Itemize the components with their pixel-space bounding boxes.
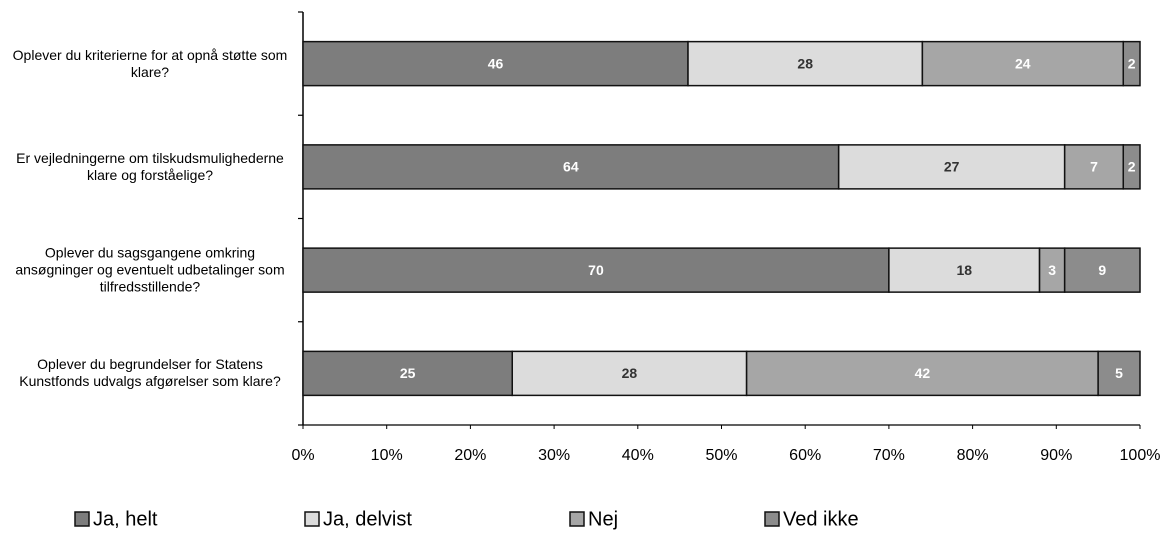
data-label: 42 <box>915 365 931 381</box>
x-tick-label: 70% <box>873 447 905 464</box>
data-label: 28 <box>797 55 813 71</box>
legend-label: Ja, helt <box>93 508 158 530</box>
y-tick-label: Oplever du sagsgangene omkring ansøgning… <box>15 244 285 295</box>
data-label: 25 <box>400 365 416 381</box>
bar-segment <box>1038 247 1066 293</box>
bar-segment <box>745 350 1099 397</box>
data-label: 9 <box>1098 262 1106 278</box>
bar-segment <box>1122 144 1141 190</box>
legend-swatch <box>764 511 780 527</box>
x-tick-label: 60% <box>789 447 821 464</box>
legend-swatch <box>304 511 320 527</box>
bar-segment <box>302 40 689 87</box>
x-tick-label: 50% <box>705 447 737 464</box>
legend-swatch <box>74 511 90 527</box>
bar-segment <box>921 40 1125 87</box>
legend-label: Ved ikke <box>783 508 859 530</box>
data-label: 64 <box>563 159 579 175</box>
data-label: 46 <box>488 55 504 71</box>
x-tick-label: 90% <box>1040 447 1072 464</box>
legend-label: Nej <box>588 508 618 530</box>
bar-segment <box>1063 144 1125 190</box>
x-tick-label: 30% <box>538 447 570 464</box>
bar-segment <box>888 247 1041 293</box>
x-tick-label: 80% <box>957 447 989 464</box>
bar-segment <box>1063 247 1141 293</box>
data-label: 3 <box>1048 262 1056 278</box>
data-label: 2 <box>1128 159 1136 175</box>
x-tick-label: 40% <box>622 447 654 464</box>
bar-segment <box>1122 40 1141 87</box>
data-label: 2 <box>1128 55 1136 71</box>
bar-segment <box>302 247 890 293</box>
x-tick-label: 10% <box>371 447 403 464</box>
bar-segment <box>302 350 513 397</box>
data-label: 24 <box>1015 55 1031 71</box>
data-label: 5 <box>1115 365 1123 381</box>
x-tick-label: 100% <box>1120 447 1161 464</box>
bar-segment <box>1097 350 1141 397</box>
y-tick-label: Oplever du begrundelser for Statens Kuns… <box>19 356 281 390</box>
x-tick-label: 0% <box>291 447 314 464</box>
data-label: 27 <box>944 159 960 175</box>
y-tick-label: Oplever du kriterierne for at opnå støtt… <box>12 46 288 80</box>
bar-segment <box>302 144 840 190</box>
data-label: 7 <box>1090 159 1098 175</box>
legend-label: Ja, delvist <box>323 508 412 530</box>
data-label: 70 <box>588 262 604 278</box>
bar-segment <box>837 144 1066 190</box>
x-tick-label: 20% <box>454 447 486 464</box>
legend-swatch <box>569 511 585 527</box>
data-label: 18 <box>956 262 972 278</box>
data-label: 28 <box>622 365 638 381</box>
y-tick-label: Er vejledningerne om tilskudsmulighedern… <box>16 149 284 183</box>
